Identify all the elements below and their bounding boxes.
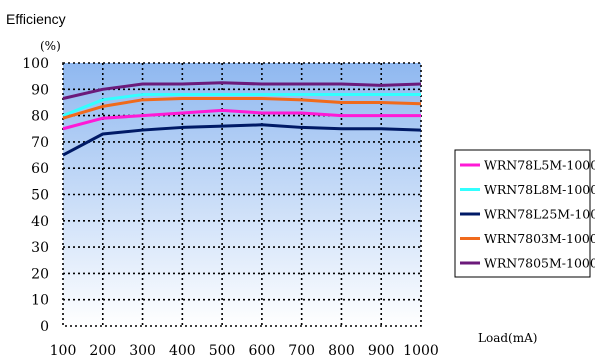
x-tick-label: 300 [129,343,156,359]
y-axis-unit: (%) [40,39,61,53]
y-tick-label: 20 [31,266,49,282]
legend-label: WRN78L25M-1000 [484,207,595,222]
x-tick-label: 200 [89,343,116,359]
x-tick-label: 800 [328,343,355,359]
y-tick-label: 90 [31,82,49,98]
x-tick-label: 100 [50,343,77,359]
legend-label: WRN7805M-1000 [484,256,595,271]
plot-area [63,63,421,326]
series-line-4 [62,97,422,120]
y-tick-label: 0 [40,319,49,335]
x-tick-label: 600 [249,343,276,359]
legend-label: WRN78L8M-1000 [484,182,595,197]
plot-border [62,62,422,327]
y-tick-label: 70 [31,135,49,151]
legend-label: WRN78L5M-1000 [484,158,595,173]
x-tick-label: 500 [209,343,236,359]
x-tick-label: 1000 [403,343,439,359]
y-tick-label: 30 [31,240,49,256]
axis-tick-labels: 0 10 20 30 40 50 60 70 80 90 100 100 200 300 400 500 600… [22,56,439,359]
chart-title: Efficiency [6,11,66,27]
x-tick-label: 900 [368,343,395,359]
y-tick-label: 40 [31,214,49,230]
legend-label: WRN7803M-1000 [484,231,595,246]
y-tick-label: 60 [31,161,49,177]
y-tick-label: 50 [31,188,49,204]
legend: WRN78L5M-1000 WRN78L8M-1000 WRN78L25M-1000… [454,149,595,278]
series-line-5 [62,81,422,100]
y-tick-label: 100 [22,56,49,72]
series-lines [62,81,422,157]
x-tick-label: 700 [288,343,315,359]
y-tick-label: 80 [31,109,49,125]
x-axis-unit: Load(mA) [478,331,537,345]
series-line-1 [62,108,421,131]
x-tick-label: 400 [169,343,196,359]
series-line-2 [62,93,421,117]
y-tick-label: 10 [31,293,49,309]
series-line-3 [62,123,422,157]
grid-lines [62,62,422,327]
